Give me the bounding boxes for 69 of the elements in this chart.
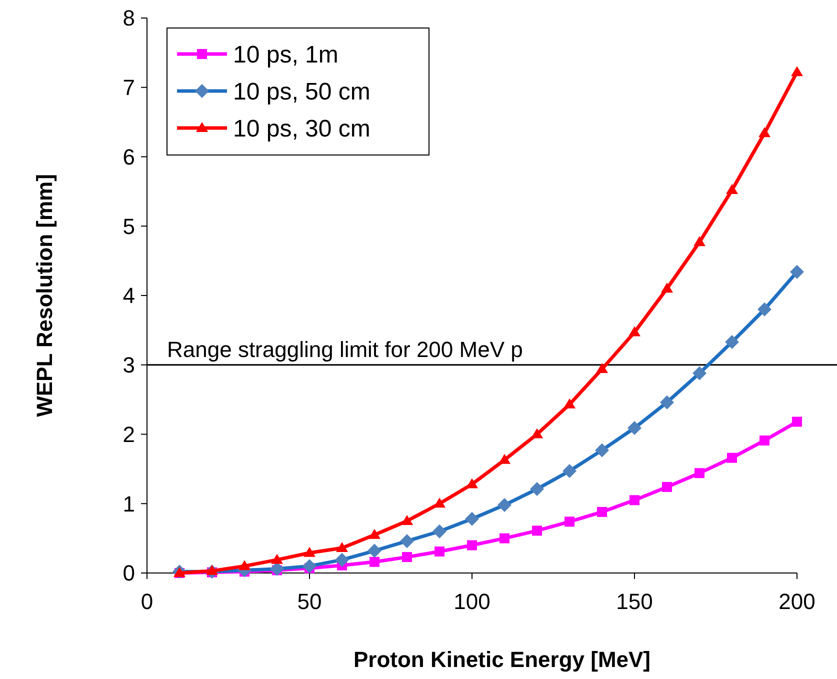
point [500, 533, 510, 544]
point [628, 421, 642, 436]
y-tick-label: 2 [122, 422, 135, 447]
point [727, 452, 737, 463]
point [530, 482, 544, 496]
point [304, 546, 316, 557]
point [792, 416, 802, 427]
point [467, 540, 477, 550]
x-tick-label: 0 [140, 589, 154, 614]
point [790, 264, 804, 279]
point [206, 564, 218, 575]
point [595, 443, 609, 458]
y-tick-label: 3 [122, 352, 135, 378]
point [758, 302, 772, 316]
legend-label: 10 ps, 1m [233, 41, 338, 68]
x-tick-label: 150 [616, 589, 653, 614]
point [760, 435, 770, 446]
y-tick-label: 1 [122, 491, 135, 516]
point [531, 428, 543, 438]
point [498, 454, 510, 464]
y-tick-label: 5 [122, 214, 135, 239]
point [694, 236, 706, 246]
point [335, 552, 349, 567]
point [692, 366, 706, 380]
point [270, 562, 284, 576]
x-tick-label: 100 [454, 589, 490, 614]
point [434, 498, 446, 508]
legend-label: 10 ps, 30 cm [233, 115, 370, 142]
point [662, 482, 672, 492]
point [564, 398, 576, 408]
y-tick-label: 7 [122, 75, 135, 100]
point [368, 544, 382, 558]
ref-line-label: Range straggling limit for 200 MeV p [167, 336, 523, 362]
point [660, 395, 674, 410]
point [564, 516, 574, 527]
y-tick-label: 0 [122, 560, 135, 586]
point [791, 66, 803, 76]
point [694, 468, 704, 478]
point [532, 526, 542, 536]
y-tick-label: 6 [122, 144, 135, 170]
point [562, 464, 576, 478]
point [498, 498, 512, 512]
point [302, 559, 316, 574]
point [238, 560, 250, 570]
point [402, 552, 412, 562]
point [465, 512, 479, 526]
point [370, 556, 380, 567]
point [661, 282, 673, 293]
point [434, 546, 444, 556]
x-tick-label: 50 [297, 589, 322, 614]
point [597, 506, 607, 517]
x-axis-title: Proton Kinetic Energy [MeV] [353, 647, 651, 672]
point [758, 127, 770, 138]
y-tick-label: 4 [122, 283, 135, 308]
point [401, 514, 413, 525]
point [271, 554, 283, 564]
point [726, 184, 738, 194]
point [368, 528, 380, 539]
x-tick-label: 200 [778, 589, 816, 614]
point [628, 326, 640, 336]
point [432, 524, 446, 538]
point [596, 363, 608, 374]
y-tick-label: 8 [122, 6, 135, 31]
point [630, 495, 640, 506]
y-axis-title: WEPL Resolution [mm] [32, 174, 57, 417]
point [400, 534, 414, 548]
point [336, 542, 348, 552]
point [725, 334, 739, 349]
legend-label: 10 ps, 50 cm [233, 78, 370, 106]
